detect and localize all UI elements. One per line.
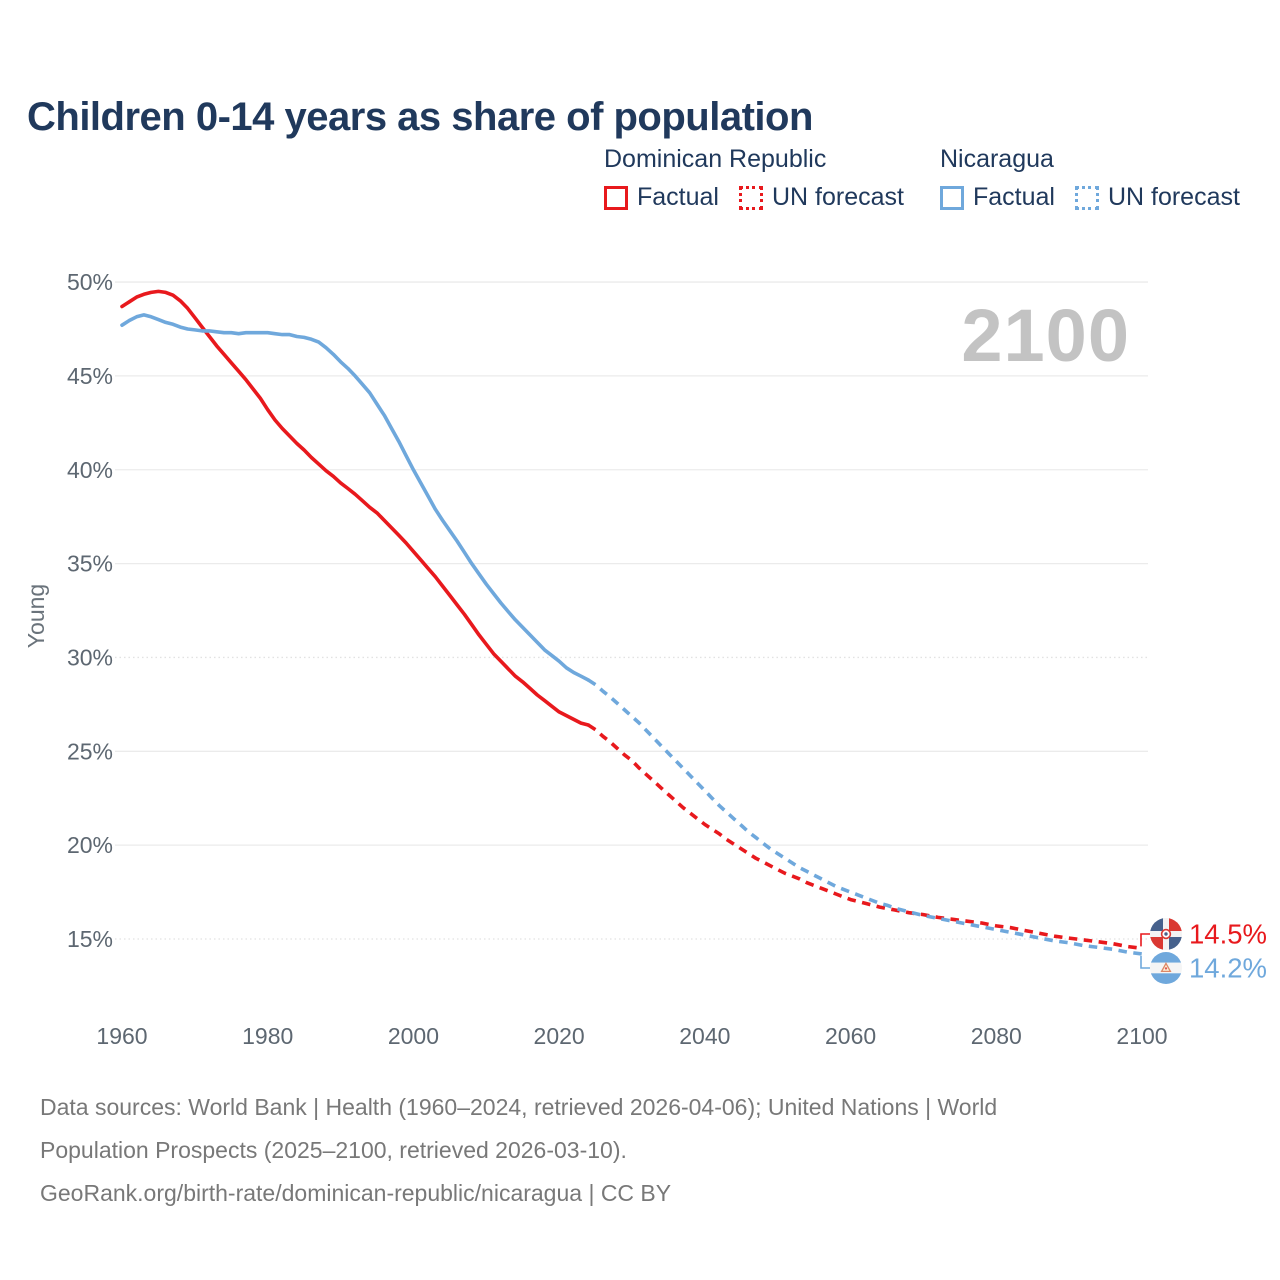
series-line-nic-forecast <box>587 678 1143 956</box>
legend-group-dominican-republic: Dominican Republic Factual UN forecast <box>604 144 904 212</box>
dominican-republic-flag-icon <box>1150 918 1182 950</box>
x-tick-label: 2000 <box>388 1023 439 1049</box>
y-tick-label: 30% <box>67 644 113 670</box>
x-tick-label: 1960 <box>96 1023 147 1049</box>
legend-item-label: UN forecast <box>771 183 904 211</box>
legend-item-label: Factual <box>972 183 1055 211</box>
x-tick-label: 2020 <box>534 1023 585 1049</box>
legend-swatch-solid-icon <box>939 185 964 210</box>
y-tick-label: 40% <box>67 457 113 483</box>
legend: Dominican Republic Factual UN forecast N… <box>604 144 1240 212</box>
nicaragua-flag-icon <box>1150 952 1182 984</box>
y-tick-label: 35% <box>67 551 113 577</box>
y-tick-label: 45% <box>67 363 113 389</box>
legend-item-nic-forecast: UN forecast <box>1074 183 1240 212</box>
legend-group-title: Nicaragua <box>939 145 1054 173</box>
footer-line-2: Population Prospects (2025–2100, retriev… <box>40 1137 627 1163</box>
x-tick-label: 2080 <box>971 1023 1022 1049</box>
legend-swatch-solid-icon <box>604 185 628 210</box>
series-line-dr-forecast <box>587 723 1143 951</box>
y-tick-label: 15% <box>67 926 113 952</box>
leader-line <box>1140 933 1150 947</box>
y-axis-title: Young <box>23 584 49 648</box>
series-line-dr-factual <box>120 289 591 727</box>
end-value-label: 14.5% <box>1189 919 1267 950</box>
legend-item-dr-factual: Factual <box>604 183 719 212</box>
y-tick-label: 50% <box>67 269 113 295</box>
legend-item-label: Factual <box>637 183 719 211</box>
legend-group-title: Dominican Republic <box>604 145 827 173</box>
leader-line <box>1140 956 1150 969</box>
page-title: Children 0-14 years as share of populati… <box>27 94 813 139</box>
legend-items-row: Factual UN forecast <box>939 183 1240 212</box>
x-tick-label: 2040 <box>679 1023 730 1049</box>
x-tick-label: 2100 <box>1116 1023 1167 1049</box>
end-value-label: 14.2% <box>1189 953 1267 984</box>
footer-line-1: Data sources: World Bank | Health (1960–… <box>40 1094 998 1120</box>
legend-item-label: UN forecast <box>1107 183 1240 211</box>
legend-swatch-dotted-icon <box>738 185 763 210</box>
legend-item-nic-factual: Factual <box>939 183 1055 212</box>
y-tick-label: 25% <box>67 738 113 764</box>
watermark-year: 2100 <box>961 294 1130 377</box>
footer: Data sources: World Bank | Health (1960–… <box>40 1086 997 1215</box>
legend-items-row: Factual UN forecast <box>604 183 904 212</box>
x-tick-label: 2060 <box>825 1023 876 1049</box>
series-line-nic-factual <box>120 313 591 682</box>
footer-line-3: GeoRank.org/birth-rate/dominican-republi… <box>40 1180 672 1206</box>
legend-swatch-dotted-icon <box>1074 185 1099 210</box>
y-tick-label: 20% <box>67 832 113 858</box>
x-tick-label: 1980 <box>242 1023 293 1049</box>
legend-item-dr-forecast: UN forecast <box>738 183 904 212</box>
legend-group-nicaragua: Nicaragua Factual UN forecast <box>939 144 1240 212</box>
